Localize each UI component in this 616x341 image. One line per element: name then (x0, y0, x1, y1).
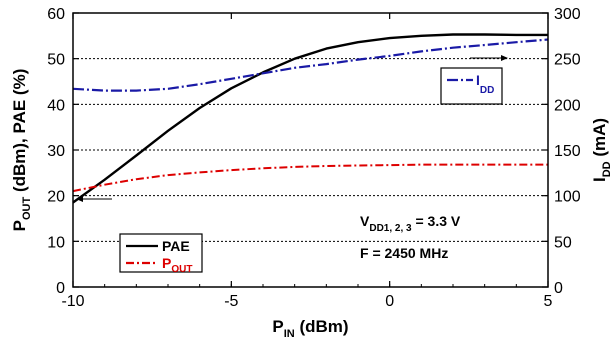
legend-box (119, 233, 203, 273)
annotation: VDD1, 2, 3 = 3.3 V F = 2450 MHz (360, 213, 461, 261)
legend-label: POUT (162, 255, 192, 275)
pae-axis-arrowhead (76, 196, 83, 202)
x-tick-label: 5 (544, 293, 553, 310)
y-left-tick-label: 30 (47, 143, 65, 160)
y-left-tick-label: 40 (47, 97, 65, 114)
x-axis-label: PIN (dBm) (272, 317, 348, 340)
y-left-tick-label: 10 (47, 234, 65, 251)
y-left-tick-label: 50 (47, 52, 65, 69)
y-left-tick-label: 60 (47, 6, 65, 23)
x-tick-label: -5 (224, 293, 238, 310)
y-right-tick-label: 200 (554, 97, 581, 114)
y-right-axis-label: IDD (mA) (590, 118, 613, 182)
y-right-tick-label: 150 (554, 143, 581, 160)
annotation-frequency: F = 2450 MHz (360, 245, 448, 261)
x-tick-label: -10 (61, 293, 84, 310)
y-left-axis-label: POUT (dBm), PAE (%) (10, 69, 33, 232)
y-left-tick-label: 0 (56, 280, 65, 297)
idd-axis-arrowhead (501, 55, 508, 61)
axis-labels: PIN (dBm) POUT (dBm), PAE (%) IDD (mA) (10, 69, 613, 340)
idd-legend: IDD (440, 67, 503, 105)
y-left-tick-label: 20 (47, 189, 65, 206)
y-right-tick-label: 100 (554, 189, 581, 206)
idd-legend-box (440, 67, 503, 105)
series-layer (72, 33, 549, 204)
y-right-tick-label: 50 (554, 234, 572, 251)
x-tick-label: 0 (385, 293, 394, 310)
series-line-pout (72, 163, 548, 193)
idd-legend-label: IDD (476, 72, 494, 96)
legend-label: PAE (162, 238, 190, 254)
y-right-tick-label: 250 (554, 52, 581, 69)
series-line-idd (72, 38, 549, 92)
y-right-tick-label: 300 (554, 6, 581, 23)
y-right-tick-label: 0 (554, 280, 563, 297)
series-line-pae (72, 33, 548, 204)
gridlines (73, 58, 548, 242)
annotation-vdd: VDD1, 2, 3 = 3.3 V (360, 213, 461, 234)
